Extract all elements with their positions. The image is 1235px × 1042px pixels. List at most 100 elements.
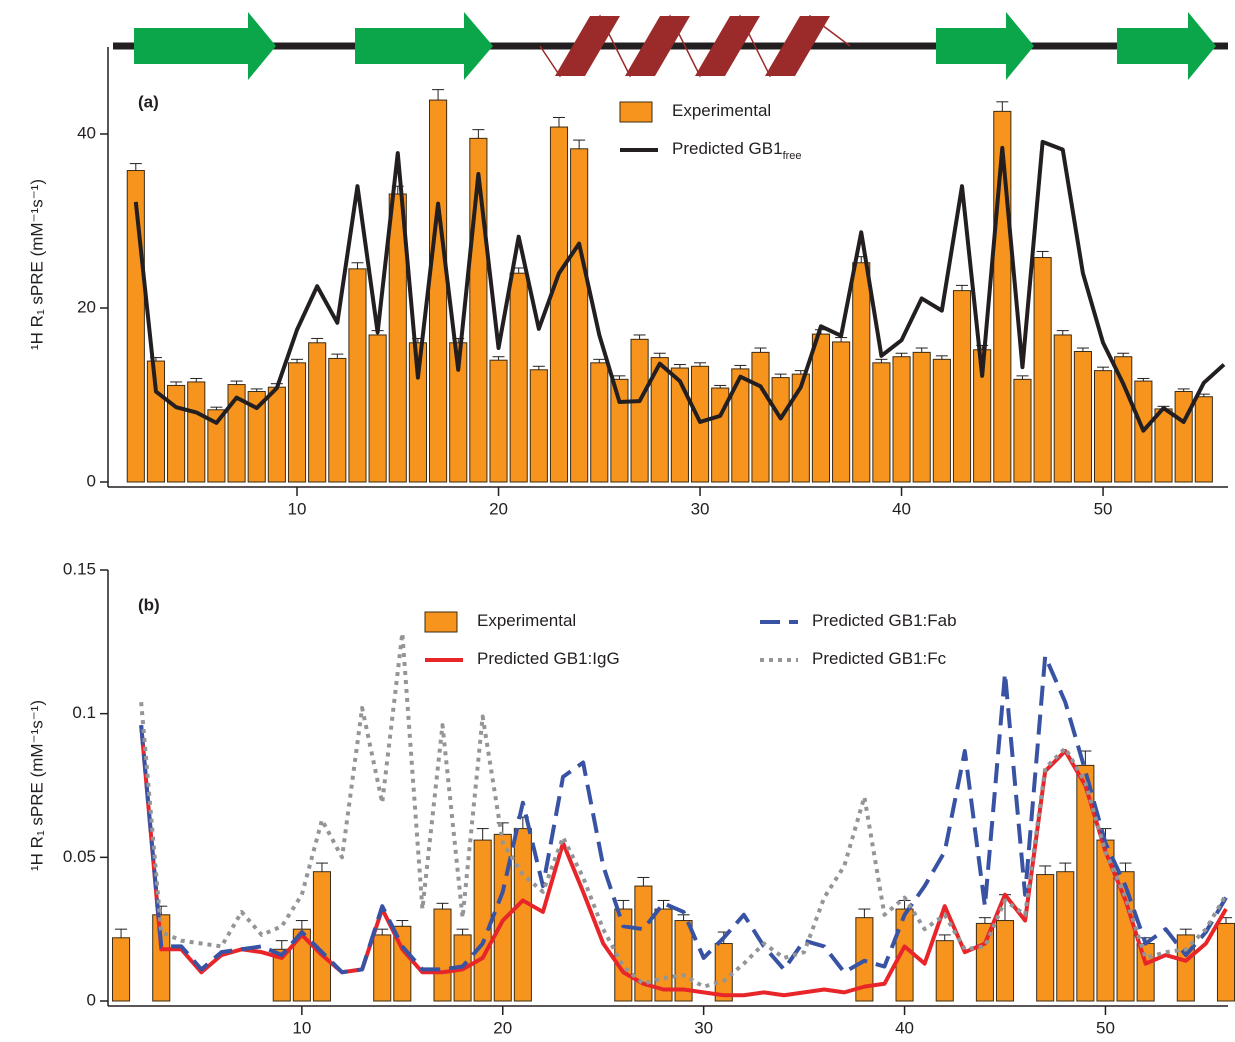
- error-bar: [552, 116, 565, 128]
- bar: [287, 362, 307, 483]
- error-bar: [311, 337, 324, 343]
- error-bar: [774, 373, 787, 378]
- bar: [832, 341, 851, 483]
- legend-text: Predicted GB1: [672, 139, 783, 158]
- error-bar: [295, 920, 308, 930]
- error-bar: [875, 358, 888, 363]
- error-bar: [436, 902, 449, 910]
- bar: [167, 384, 186, 483]
- legend-label: Predicted GB1free: [672, 139, 802, 161]
- secondary-structure: [113, 12, 1228, 80]
- legend-swatch: [424, 611, 458, 633]
- bar: [328, 357, 347, 483]
- bar: [852, 262, 871, 483]
- bar: [771, 377, 790, 483]
- bar: [433, 908, 452, 1002]
- error-bar: [637, 876, 650, 887]
- y-axis-label: ¹H R₁ sPRE (mM⁻¹s⁻¹): [27, 700, 46, 871]
- bar: [348, 268, 367, 483]
- error-bar: [190, 377, 203, 382]
- error-bar: [476, 828, 489, 841]
- error-bar: [835, 337, 848, 342]
- legend-text: Predicted GB1:Fab: [812, 611, 957, 630]
- error-bar: [978, 917, 991, 924]
- bar: [811, 333, 831, 483]
- error-bar: [331, 353, 344, 359]
- bar: [1073, 351, 1092, 483]
- error-bar: [593, 358, 606, 363]
- error-bar: [677, 914, 690, 921]
- error-bar: [115, 928, 128, 938]
- bar: [312, 871, 331, 1002]
- legend-label: Experimental: [672, 101, 771, 120]
- error-bar: [657, 899, 670, 910]
- bar: [995, 920, 1015, 1002]
- error-bar: [1117, 352, 1130, 357]
- error-bar: [673, 364, 686, 369]
- error-bar: [250, 388, 263, 392]
- error-bar: [1137, 377, 1150, 382]
- x-tick-label: 20: [493, 1018, 512, 1037]
- bar: [1154, 408, 1173, 483]
- bar: [308, 342, 327, 483]
- bar: [935, 940, 954, 1002]
- legend-label: Predicted GB1:Fab: [812, 611, 957, 630]
- bar: [373, 934, 392, 1002]
- bar: [1174, 391, 1193, 483]
- error-bar: [129, 163, 142, 171]
- error-bar: [1097, 366, 1110, 371]
- panel-label: (a): [138, 92, 159, 111]
- bar: [590, 362, 609, 483]
- legend-text: Predicted GB1:Fc: [812, 649, 947, 668]
- line: [139, 654, 1228, 975]
- error-bar: [633, 334, 646, 340]
- legend-label: Experimental: [477, 611, 576, 630]
- bar: [368, 334, 387, 483]
- error-bar: [1179, 928, 1192, 935]
- bar: [1056, 871, 1075, 1002]
- bar: [509, 272, 528, 483]
- error-bar: [170, 381, 183, 386]
- error-bar: [573, 139, 586, 149]
- bar: [513, 828, 532, 1002]
- y-tick-label: 0: [87, 990, 96, 1009]
- error-bar: [1059, 862, 1072, 872]
- legend-label: Predicted GB1:IgG: [477, 649, 620, 668]
- bar: [610, 378, 629, 483]
- bar: [872, 362, 891, 483]
- x-tick-label: 30: [694, 1018, 713, 1037]
- legend-text: Experimental: [672, 101, 771, 120]
- x-tick-label: 40: [892, 499, 911, 518]
- error-bar: [956, 284, 969, 291]
- panel-label: (b): [138, 595, 160, 614]
- bar: [912, 351, 931, 483]
- y-tick-label: 0.05: [63, 847, 96, 866]
- line: [133, 139, 1226, 433]
- error-bar: [1119, 862, 1132, 872]
- bar: [630, 338, 649, 483]
- line: [139, 631, 1228, 989]
- legend-label: Predicted GB1:Fc: [812, 649, 947, 668]
- bar: [187, 381, 206, 483]
- error-bar: [230, 380, 243, 385]
- x-tick-label: 40: [895, 1018, 914, 1037]
- bar: [932, 358, 951, 483]
- error-bar: [938, 934, 951, 941]
- error-bar: [492, 356, 505, 361]
- y-axis-label: ¹H R₁ sPRE (mM⁻¹s⁻¹): [27, 179, 46, 350]
- y-tick-label: 20: [77, 297, 96, 316]
- error-bar: [351, 262, 364, 269]
- bar: [549, 126, 569, 483]
- error-bar: [714, 384, 727, 389]
- y-tick-label: 0: [87, 471, 96, 490]
- x-tick-label: 20: [489, 499, 508, 518]
- error-bar: [734, 364, 747, 369]
- bar: [473, 839, 492, 1002]
- error-bar: [1036, 250, 1049, 258]
- error-bar: [291, 358, 304, 363]
- x-tick-label: 10: [288, 499, 307, 518]
- error-bar: [532, 365, 545, 370]
- error-bar: [396, 920, 409, 927]
- bar: [751, 351, 770, 483]
- y-tick-label: 40: [77, 123, 96, 142]
